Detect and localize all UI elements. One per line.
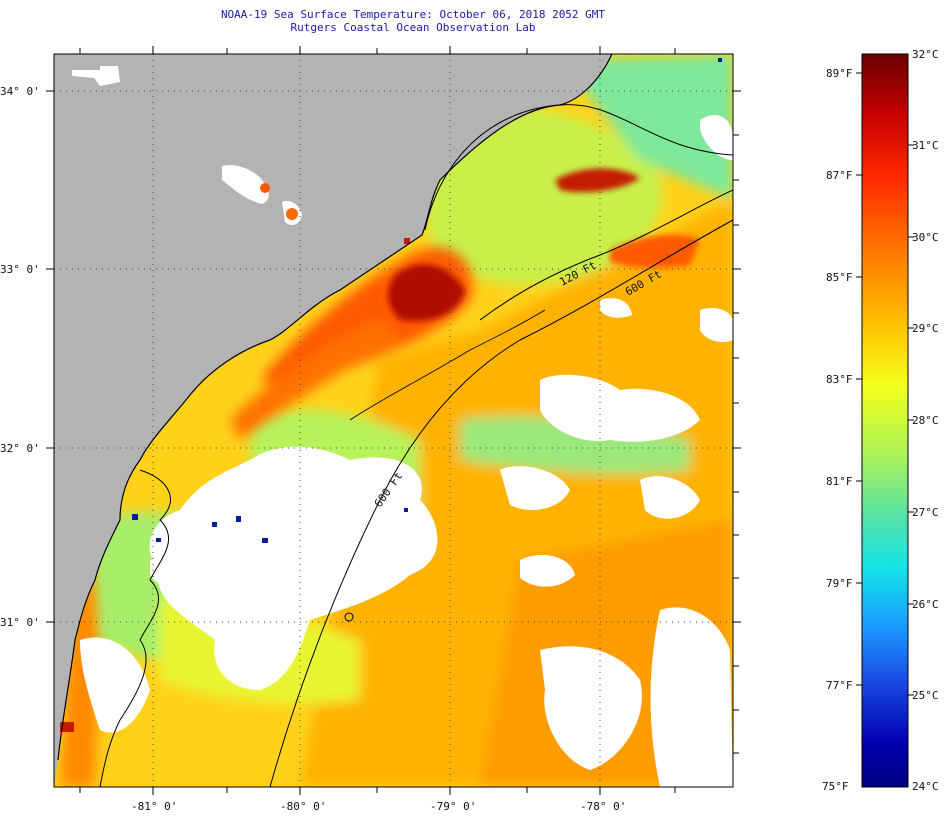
cb-f-83: 83°F: [826, 373, 853, 386]
cb-f-87: 87°F: [826, 169, 853, 182]
cb-c-26: 26°C: [912, 598, 939, 611]
cb-f-75: 75°F: [822, 780, 849, 793]
cb-c-30: 30°C: [912, 231, 939, 244]
land-mass: [54, 54, 612, 787]
land-warm-spots: [60, 183, 410, 732]
warm-patch-east: [610, 234, 700, 268]
tick-marks: [46, 46, 741, 795]
cb-c-31: 31°C: [912, 139, 939, 152]
lat-label-31: 31° 0': [0, 616, 40, 629]
lon-label-78: -78° 0': [580, 800, 626, 813]
northeast-cool-region: [560, 54, 733, 200]
hot-spot-core: [388, 264, 465, 322]
contour-inner: [349, 309, 546, 421]
colorbar: [861, 53, 909, 788]
colorbar-ticks: [856, 72, 914, 696]
contour-nearshore: [424, 104, 733, 231]
cb-f-85: 85°F: [826, 271, 853, 284]
map-frame: [53, 53, 734, 788]
sst-image: [54, 54, 733, 787]
contour-120ft: [479, 189, 733, 321]
north-cool-region: [420, 106, 663, 285]
cb-c-32: 32°C: [912, 48, 939, 61]
coastal-warm-plume-south: [230, 320, 400, 440]
cb-f-77: 77°F: [826, 679, 853, 692]
seamount-contour: [344, 612, 354, 622]
cb-c-25: 25°C: [912, 689, 939, 702]
lat-label-32: 32° 0': [0, 442, 40, 455]
cb-f-89: 89°F: [826, 67, 853, 80]
lat-label-33: 33° 0': [0, 263, 40, 276]
cold-specks: [132, 58, 722, 543]
lon-label-79: -79° 0': [430, 800, 476, 813]
cb-c-29: 29°C: [912, 322, 939, 335]
contour-600ft: [269, 219, 733, 787]
graticule: [54, 54, 733, 787]
cb-f-79: 79°F: [826, 577, 853, 590]
cloud-mask: [80, 115, 733, 787]
cb-c-28: 28°C: [912, 414, 939, 427]
inlet-coastline: [99, 469, 171, 787]
cb-c-24: 24°C: [912, 780, 939, 793]
cb-c-27: 27°C: [912, 506, 939, 519]
lon-label-80: -80° 0': [280, 800, 326, 813]
cb-f-81: 81°F: [826, 475, 853, 488]
coastline: [57, 54, 613, 761]
map-subtitle: Rutgers Coastal Ocean Observation Lab: [290, 21, 536, 34]
map-title: NOAA-19 Sea Surface Temperature: October…: [220, 8, 606, 21]
lon-label-81: -81° 0': [131, 800, 177, 813]
lat-label-34: 34° 0': [0, 85, 40, 98]
hot-spot-northeast: [555, 168, 640, 193]
